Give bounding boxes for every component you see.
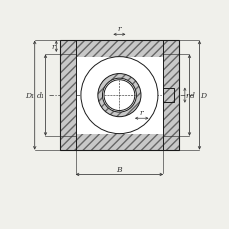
Text: D: D — [199, 92, 205, 100]
Bar — [60, 41, 178, 57]
Bar — [60, 41, 178, 150]
Bar — [75, 134, 163, 150]
Circle shape — [102, 79, 136, 113]
Text: r: r — [117, 25, 121, 33]
Text: D₁: D₁ — [25, 92, 34, 100]
Text: r: r — [139, 109, 143, 116]
Bar — [163, 41, 178, 150]
Bar — [163, 89, 173, 103]
Circle shape — [104, 80, 134, 111]
Text: d₁: d₁ — [37, 92, 44, 100]
Circle shape — [97, 74, 140, 117]
Text: d: d — [189, 92, 194, 100]
Bar — [75, 41, 163, 57]
Text: r: r — [52, 43, 55, 51]
Circle shape — [81, 57, 157, 134]
Text: B: B — [116, 165, 122, 173]
Bar — [163, 89, 173, 103]
Bar — [60, 41, 75, 150]
Text: r: r — [185, 92, 188, 100]
Bar — [60, 41, 178, 150]
